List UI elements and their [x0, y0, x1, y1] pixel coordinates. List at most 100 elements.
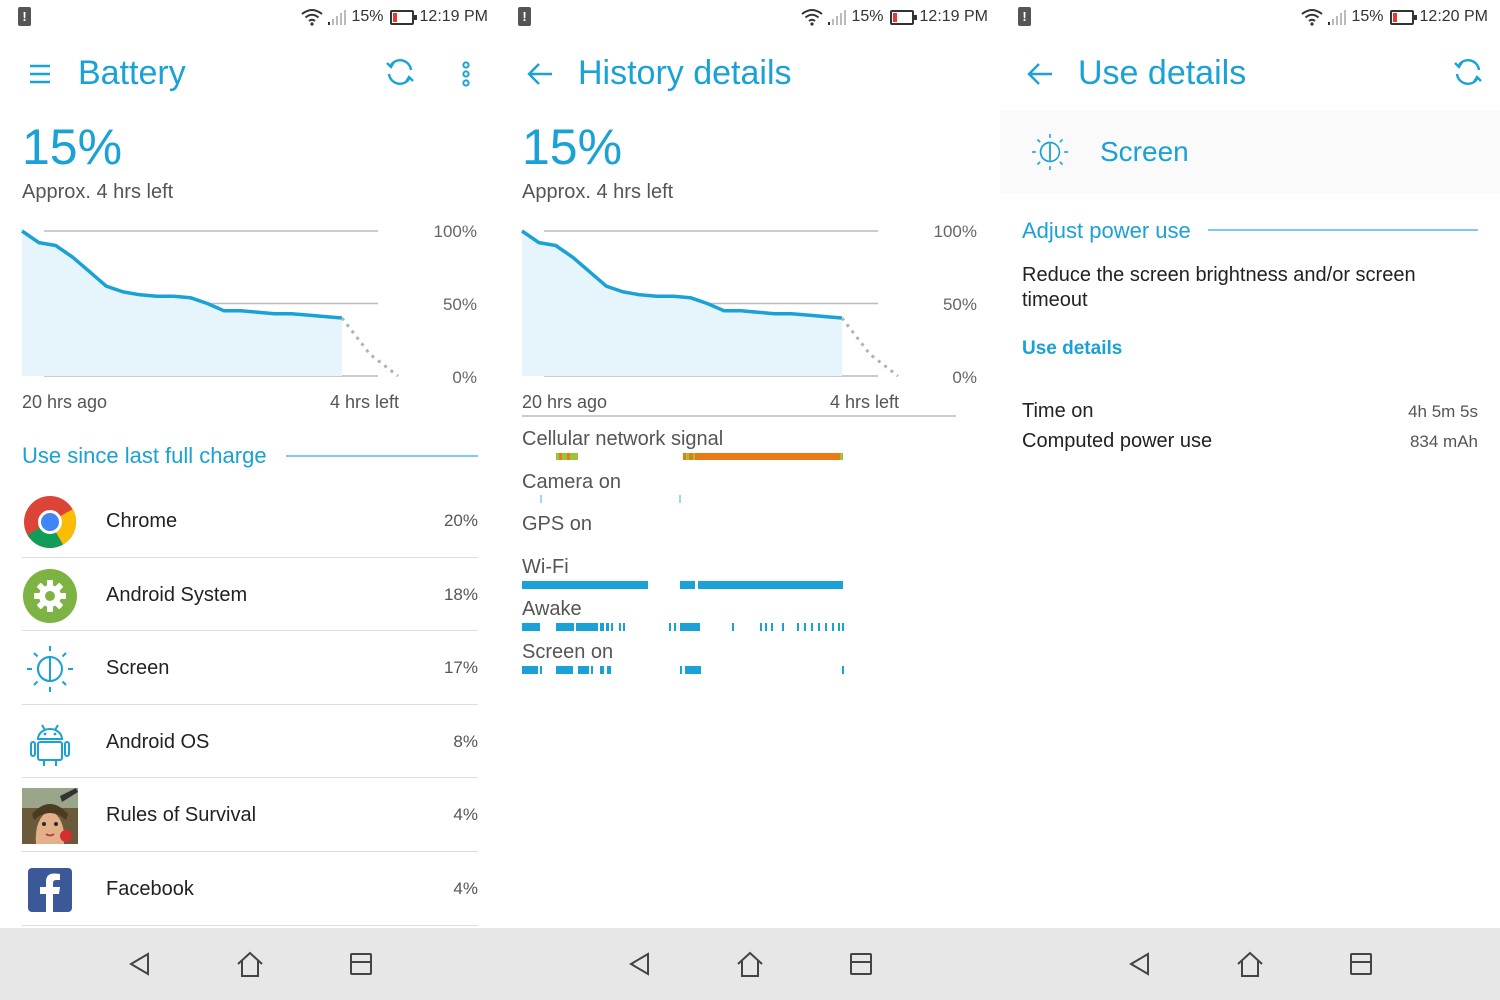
screen-brightness-icon [1031, 133, 1069, 171]
app-row-android-os[interactable]: Android OS 8% [22, 705, 478, 779]
recent-apps-nav-icon[interactable] [343, 946, 379, 982]
y-label-100: 100% [434, 222, 477, 241]
battery-screen: 15% 12:19 PM Battery 15% Approx. 4 hrs l… [0, 0, 500, 1000]
refresh-icon[interactable] [1450, 54, 1486, 90]
navigation-bar [1000, 928, 1500, 1000]
use-details-screen: 15% 12:20 PM Use details Screen Adjust p… [1000, 0, 1500, 1000]
advice-text: Reduce the screen brightness and/or scre… [1022, 264, 1416, 311]
use-details-link[interactable]: Use details [1022, 338, 1123, 359]
app-row-facebook[interactable]: Facebook 4% [22, 852, 478, 926]
recent-apps-nav-icon[interactable] [843, 946, 879, 982]
use-item-name: Screen [1100, 136, 1189, 167]
app-row-android-system[interactable]: Android System 18% [22, 558, 478, 632]
android-robot-icon [30, 724, 70, 766]
history-screen-on: Screen on [522, 639, 962, 682]
wifi-bar [522, 580, 843, 589]
battery-chart[interactable]: 100% 50% 0% 20 hrs ago 4 hrs left [0, 218, 500, 418]
app-percent: 20% [443, 511, 478, 530]
menu-icon[interactable] [22, 56, 58, 92]
history-gps-on: GPS on [522, 511, 962, 554]
app-row-rules-of-survival[interactable]: Rules of Survival 4% [22, 778, 478, 852]
app-percent: 4% [453, 878, 478, 898]
page-title: Battery [78, 54, 186, 92]
wifi-icon [801, 8, 824, 26]
page-title: Use details [1078, 54, 1247, 92]
screen-on-bar [522, 665, 844, 674]
history-label: Screen on [522, 640, 614, 663]
history-details-screen: 15% 12:19 PM History details 15% Approx.… [500, 0, 1000, 1000]
status-bar: 15% 12:19 PM [500, 0, 1000, 34]
battery-percent-status: 15% [351, 8, 384, 25]
signal-icon [327, 8, 347, 26]
y-label-0: 0% [452, 368, 477, 387]
app-percent: 8% [453, 731, 478, 751]
app-row-chrome[interactable]: Chrome 20% [22, 484, 478, 558]
history-label: Wi-Fi [522, 555, 569, 578]
alert-icon [518, 7, 531, 26]
app-name: Rules of Survival [106, 804, 257, 827]
divider [522, 415, 956, 417]
battery-level-area [522, 231, 842, 376]
history-label: Camera on [522, 470, 621, 493]
battery-icon [389, 9, 417, 25]
app-name: Screen [106, 657, 170, 680]
y-label-50: 50% [443, 295, 477, 314]
x-label-start: 20 hrs ago [522, 392, 607, 412]
navigation-bar [500, 928, 1000, 1000]
app-usage-list: Chrome 20% Android System 18% [22, 484, 478, 926]
row-value: 834 mAh [1409, 432, 1478, 451]
app-bar: History details [500, 42, 1000, 106]
section-divider [286, 455, 478, 457]
battery-icon [889, 9, 917, 25]
history-cellular-signal: Cellular network signal [522, 426, 962, 469]
battery-level-line [521, 229, 843, 320]
home-nav-icon[interactable] [732, 946, 768, 982]
back-arrow-icon[interactable] [1022, 56, 1058, 92]
app-name: Chrome [106, 510, 178, 532]
wifi-icon [1301, 8, 1324, 26]
battery-percent-status: 15% [1351, 8, 1384, 25]
android-system-gear-icon [23, 568, 77, 623]
battery-history-chart[interactable]: 100% 50% 0% 20 hrs ago 4 hrs left [500, 218, 1000, 418]
recent-apps-nav-icon[interactable] [1343, 946, 1379, 982]
y-label-0: 0% [952, 368, 977, 387]
battery-icon [1389, 9, 1417, 25]
facebook-icon [28, 867, 72, 912]
back-nav-icon[interactable] [622, 946, 658, 982]
awake-bar [522, 623, 844, 631]
time-on-row: Time on 4h 5m 5s [1022, 400, 1478, 430]
time-remaining: Approx. 4 hrs left [522, 181, 674, 203]
back-nav-icon[interactable] [122, 946, 158, 982]
projection-line [340, 317, 399, 378]
app-name: Android System [106, 583, 248, 606]
home-nav-icon[interactable] [1232, 946, 1268, 982]
row-label: Time on [1022, 400, 1094, 422]
y-label-100: 100% [934, 222, 977, 241]
history-camera-on: Camera on [522, 469, 962, 512]
camera-on-bar [540, 494, 681, 503]
app-bar: Use details [1000, 42, 1500, 106]
back-nav-icon[interactable] [1122, 946, 1158, 982]
history-wifi: Wi-Fi [522, 554, 962, 597]
navigation-bar [0, 928, 500, 1000]
wifi-icon [301, 8, 324, 26]
battery-percent: 15% [522, 119, 623, 175]
battery-level-area [22, 231, 342, 376]
clock: 12:19 PM [919, 8, 988, 25]
app-percent: 18% [443, 584, 478, 604]
signal-icon [1327, 8, 1347, 26]
overflow-menu-icon[interactable] [454, 56, 478, 92]
x-label-end: 4 hrs left [330, 392, 399, 412]
battery-level-line [21, 229, 343, 320]
chrome-icon [24, 496, 77, 548]
history-details-list: Cellular network signal Camera on GPS on… [522, 426, 962, 681]
app-name: Facebook [106, 877, 194, 900]
projection-line [840, 317, 899, 378]
row-label: Computed power use [1022, 430, 1213, 452]
back-arrow-icon[interactable] [522, 56, 558, 92]
home-nav-icon[interactable] [232, 946, 268, 982]
app-row-screen[interactable]: Screen 17% [22, 631, 478, 705]
page-title: History details [578, 54, 792, 92]
refresh-icon[interactable] [382, 54, 418, 90]
app-percent: 17% [443, 658, 478, 678]
